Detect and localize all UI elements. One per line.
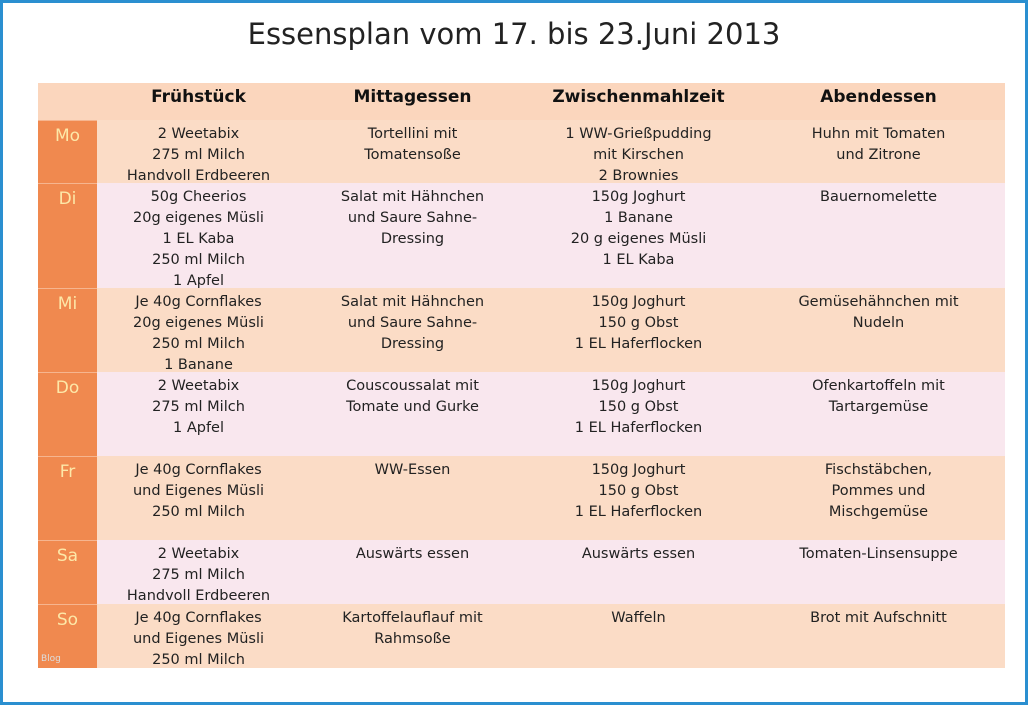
cell-line: 1 Banane <box>164 357 233 373</box>
cell-line: 150g Joghurt <box>591 189 686 205</box>
day-label: Di <box>58 189 77 209</box>
cell-line: und Zitrone <box>836 147 921 163</box>
cell-line: Tortellini mit <box>367 126 458 142</box>
cell-line: Tartargemüse <box>828 399 929 415</box>
cell-line: 2 Weetabix <box>157 378 240 394</box>
cell-line: Auswärts essen <box>581 546 696 562</box>
day-label: Sa <box>56 546 79 566</box>
cell-line: 1 EL Kaba <box>602 252 675 268</box>
cell-line: 2 Brownies <box>598 168 679 184</box>
cell-line: Waffeln <box>611 610 666 626</box>
cell-line: 150 g Obst <box>598 483 679 499</box>
cell-line: Salat mit Hähnchen <box>340 189 485 205</box>
cell-line: 250 ml Milch <box>152 504 245 520</box>
cell-line: 20 g eigenes Müsli <box>570 231 707 247</box>
cell-line: WW-Essen <box>374 462 451 478</box>
cell-line: Couscoussalat mit <box>346 378 479 394</box>
cell-line: 150g Joghurt <box>591 462 686 478</box>
title: Essensplan vom 17. bis 23.Juni 2013 <box>247 17 781 51</box>
cell-line: Gemüsehähnchen mit <box>798 294 959 310</box>
cell-line: Je 40g Cornflakes <box>135 462 262 478</box>
day-label: Mi <box>57 294 78 314</box>
cell-line: Auswärts essen <box>355 546 470 562</box>
cell-line: Kartoffelauflauf mit <box>342 610 483 626</box>
cell-line: 250 ml Milch <box>152 252 245 268</box>
day-cell <box>38 120 97 183</box>
cell-line: Ofenkartoffeln mit <box>812 378 945 394</box>
cell-line: mit Kirschen <box>593 147 684 163</box>
cell-line: 1 Banane <box>604 210 673 226</box>
cell-line: 1 EL Kaba <box>162 231 235 247</box>
cell-line: Je 40g Cornflakes <box>135 610 262 626</box>
cell-line: 20g eigenes Müsli <box>133 210 264 226</box>
day-label: So <box>56 610 79 630</box>
cell-line: Je 40g Cornflakes <box>135 294 262 310</box>
cell-line: Mischgemüse <box>828 504 929 520</box>
day-cell <box>38 540 97 604</box>
cell-line: 1 EL Haferflocken <box>574 420 703 436</box>
cell-line: Nudeln <box>852 315 905 331</box>
cell-line: 1 EL Haferflocken <box>574 336 703 352</box>
cell-line: Tomate und Gurke <box>346 399 479 415</box>
cell-line: Tomatensoße <box>364 147 461 163</box>
cell-line: 50g Cheerios <box>150 189 247 205</box>
cell-line: Dressing <box>380 231 445 247</box>
cell-line: Rahmsoße <box>374 631 451 647</box>
cell-line: Handvoll Erdbeeren <box>126 588 271 604</box>
cell-line: und Eigenes Müsli <box>132 483 265 499</box>
cell-line: Pommes und <box>831 483 926 499</box>
day-label: Do <box>55 378 80 398</box>
cell-line: 250 ml Milch <box>152 336 245 352</box>
cell-line: 150 g Obst <box>598 315 679 331</box>
cell-line: 1 Apfel <box>172 273 224 289</box>
cell-line: und Eigenes Müsli <box>132 631 265 647</box>
day-cell <box>38 288 97 372</box>
row-background <box>97 120 1005 183</box>
cell-line: 275 ml Milch <box>152 399 245 415</box>
row-background <box>97 183 1005 288</box>
cell-line: Bauernomelette <box>820 189 937 205</box>
cell-line: Brot mit Aufschnitt <box>810 610 947 626</box>
cell-line: 150g Joghurt <box>591 294 686 310</box>
cell-line: 2 Weetabix <box>157 126 240 142</box>
watermark: Blog <box>41 654 61 664</box>
cell-line: Dressing <box>380 336 445 352</box>
cell-line: 275 ml Milch <box>152 147 245 163</box>
row-background <box>97 456 1005 540</box>
day-cell <box>38 183 97 288</box>
cell-line: 1 WW-Grießpudding <box>565 126 712 142</box>
row-background <box>97 288 1005 372</box>
cell-line: 2 Weetabix <box>157 546 240 562</box>
row-background <box>97 540 1005 604</box>
column-header: Zwischenmahlzeit <box>552 87 725 107</box>
day-cell <box>38 604 97 668</box>
day-label: Fr <box>59 462 76 482</box>
cell-line: 150 g Obst <box>598 399 679 415</box>
cell-line: 20g eigenes Müsli <box>133 315 264 331</box>
day-cell <box>38 456 97 540</box>
day-label: Mo <box>54 126 81 146</box>
cell-line: Salat mit Hähnchen <box>340 294 485 310</box>
cell-line: 1 Apfel <box>172 420 224 436</box>
row-background <box>97 372 1005 456</box>
cell-line: 275 ml Milch <box>152 567 245 583</box>
cell-line: und Saure Sahne- <box>347 210 478 226</box>
column-header: Abendessen <box>820 87 937 107</box>
cell-line: 250 ml Milch <box>152 652 245 668</box>
row-background <box>97 604 1005 668</box>
cell-line: Huhn mit Tomaten <box>811 126 946 142</box>
cell-line: Tomaten-Linsensuppe <box>799 546 958 562</box>
header-row <box>38 83 1005 120</box>
cell-line: Handvoll Erdbeeren <box>126 168 271 184</box>
day-cell <box>38 372 97 456</box>
cell-line: Fischstäbchen, <box>824 462 933 478</box>
cell-line: 150g Joghurt <box>591 378 686 394</box>
column-header: Mittagessen <box>353 87 472 107</box>
cell-line: 1 EL Haferflocken <box>574 504 703 520</box>
column-header: Frühstück <box>151 87 246 107</box>
cell-line: und Saure Sahne- <box>347 315 478 331</box>
